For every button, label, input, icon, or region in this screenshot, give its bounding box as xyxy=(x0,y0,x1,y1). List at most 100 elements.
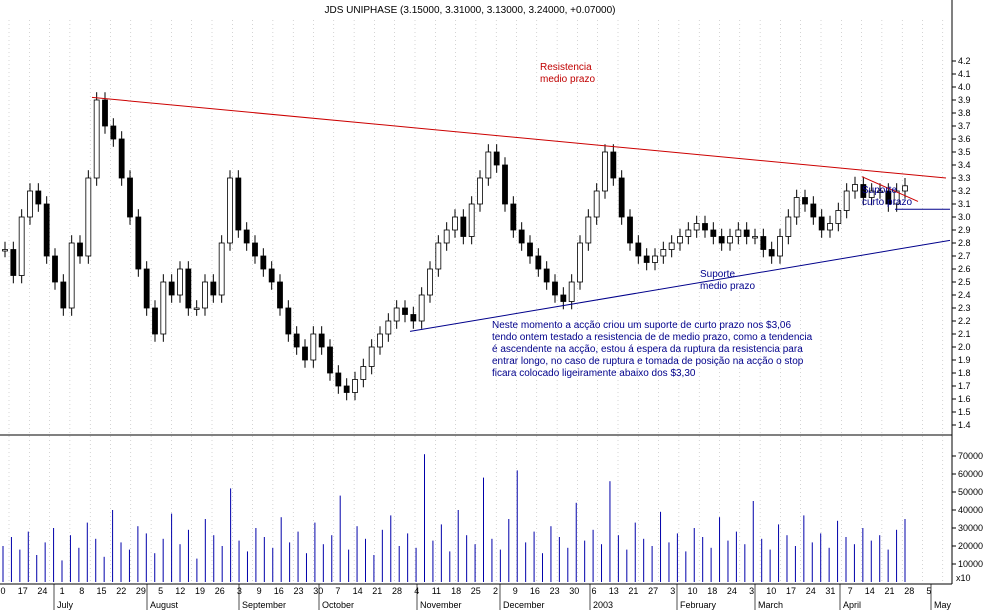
candle-body xyxy=(568,281,575,302)
x-day-label: 17 xyxy=(786,586,796,596)
candle-body xyxy=(110,125,117,140)
x-day-label: 19 xyxy=(195,586,205,596)
price-tick-label: 2.0 xyxy=(958,342,971,352)
x-month-label: February xyxy=(680,600,717,610)
candle-body xyxy=(860,184,867,198)
candle-body xyxy=(493,151,500,166)
x-day-label: 21 xyxy=(372,586,382,596)
x-day-label: 10 xyxy=(687,586,697,596)
candle-body xyxy=(18,216,25,276)
candle-body xyxy=(318,333,325,348)
candle-body xyxy=(160,281,167,335)
price-tick-label: 3.8 xyxy=(958,108,971,118)
x-month-label: September xyxy=(242,600,286,610)
x-day-label: 8 xyxy=(79,586,84,596)
x-day-label: 3 xyxy=(670,586,675,596)
x-day-label: 23 xyxy=(293,586,303,596)
x-day-label: 3 xyxy=(749,586,754,596)
candle-body xyxy=(468,203,475,237)
candle-body xyxy=(577,242,583,283)
candle-body xyxy=(585,216,592,244)
candle-body xyxy=(85,177,92,257)
candle-body xyxy=(885,190,892,205)
candle-body xyxy=(2,249,8,252)
x-day-label: 24 xyxy=(37,586,47,596)
candlestick-series xyxy=(2,92,908,401)
candle-body xyxy=(118,138,125,179)
price-tick-label: 1.9 xyxy=(958,355,971,365)
resistance-label: medio prazo xyxy=(540,74,595,85)
candle-body xyxy=(168,281,175,296)
x-day-label: 24 xyxy=(727,586,737,596)
candle-body xyxy=(427,268,433,296)
x-day-label: 17 xyxy=(18,586,28,596)
candle-body xyxy=(335,372,342,387)
candle-body xyxy=(185,268,192,309)
candle-body xyxy=(643,255,650,263)
candle-body xyxy=(485,151,492,179)
candle-body xyxy=(435,242,442,270)
x-month-label: April xyxy=(843,600,861,610)
support-label: medio prazo xyxy=(700,281,755,292)
candle-body xyxy=(177,268,183,296)
candle-body xyxy=(602,151,608,192)
x-day-label: 5 xyxy=(158,586,163,596)
comment-text: tendo ontem testado a resistencia de de … xyxy=(492,332,813,343)
candle-body xyxy=(843,190,850,211)
candle-body xyxy=(852,184,858,192)
price-tick-label: 3.3 xyxy=(958,173,971,183)
support-label: Suporte xyxy=(700,269,735,280)
candle-body xyxy=(593,190,600,218)
price-tick-label: 2.4 xyxy=(958,290,971,300)
price-axis: 1.4 1.5 1.6 1.7 1.8 1.9 2.0 2.1 2.2 2.3 2.4 2.5 2.6 2… xyxy=(952,56,971,430)
candle-body xyxy=(735,229,742,237)
x-day-label: 29 xyxy=(136,586,146,596)
candle-body xyxy=(343,385,350,393)
x-day-label: 13 xyxy=(609,586,619,596)
x-day-label: 1 xyxy=(60,586,65,596)
chart-title: JDS UNIPHASE (3.15000, 3.31000, 3.13000,… xyxy=(324,5,615,16)
x-day-label: 3 xyxy=(237,586,242,596)
x-day-label: 5 xyxy=(926,586,931,596)
price-tick-label: 1.7 xyxy=(958,381,971,391)
comment-text: Neste momento a acção criou um suporte d… xyxy=(492,320,791,331)
x-day-label: 14 xyxy=(865,586,875,596)
price-tick-label: 1.4 xyxy=(958,420,971,430)
price-tick-label: 3.1 xyxy=(958,199,971,209)
candle-body xyxy=(310,333,317,361)
candle-body xyxy=(243,229,250,244)
candle-body xyxy=(102,99,108,127)
candle-body xyxy=(43,203,50,257)
candle-body xyxy=(277,281,283,309)
candle-body xyxy=(477,177,483,205)
candle-body xyxy=(560,294,567,302)
comment-text: entrar longo, no caso de ruptura e tomad… xyxy=(492,356,804,367)
volume-tick-label: 10000 xyxy=(958,559,983,569)
comment-text: ficara colocado ligeiramente abaixo dos … xyxy=(492,368,696,379)
price-tick-label: 3.7 xyxy=(958,121,971,131)
candle-body xyxy=(502,164,508,205)
candle-body xyxy=(360,366,367,380)
candle-body xyxy=(143,268,150,309)
candle-body xyxy=(668,242,675,250)
x-day-label: 25 xyxy=(471,586,481,596)
candle-body xyxy=(402,307,408,315)
candle-body xyxy=(802,197,808,205)
candle-body xyxy=(452,216,458,231)
volume-tick-label: 40000 xyxy=(958,505,983,515)
x-day-label: 23 xyxy=(550,586,560,596)
candle-body xyxy=(810,203,817,218)
volume-tick-label: 60000 xyxy=(958,469,983,479)
x-month-label: March xyxy=(758,600,783,610)
candle-body xyxy=(610,151,617,179)
x-day-label: 2 xyxy=(493,586,498,596)
candle-body xyxy=(877,190,883,193)
candle-body xyxy=(710,229,717,237)
candle-body xyxy=(652,255,658,263)
candle-body xyxy=(327,346,333,374)
volume-bars xyxy=(2,454,906,582)
candle-body xyxy=(902,185,908,192)
candle-body xyxy=(60,281,67,309)
x-day-label: 15 xyxy=(96,586,106,596)
